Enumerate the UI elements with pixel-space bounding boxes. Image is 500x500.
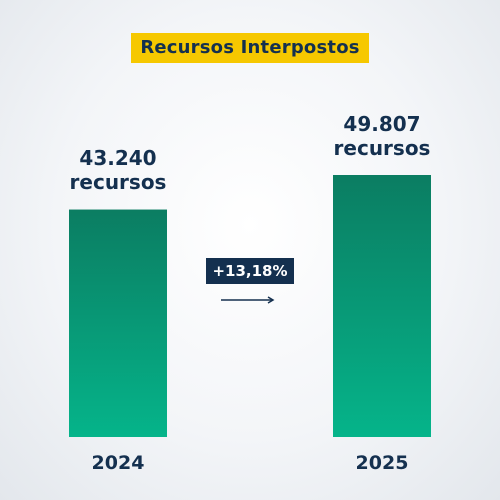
- chart-title: Recursos Interpostos: [131, 33, 369, 63]
- bar-value-number: 43.240: [79, 146, 157, 170]
- trend-arrow: [221, 296, 275, 304]
- bar-2024: [69, 209, 167, 437]
- bar-value-label-2024: 43.240 recursos: [48, 146, 188, 194]
- bar-2025: [333, 175, 431, 437]
- category-label-2024: 2024: [91, 452, 145, 474]
- bar-value-unit: recursos: [69, 170, 167, 194]
- change-badge: +13,18%: [206, 258, 294, 284]
- change-badge-wrapper: +13,18%: [200, 258, 300, 284]
- bar-value-number: 49.807: [343, 112, 421, 136]
- category-label-2025: 2025: [355, 452, 409, 474]
- title-wrapper: Recursos Interpostos: [0, 33, 500, 63]
- bar-value-label-2025: 49.807 recursos: [312, 112, 452, 160]
- bar-value-unit: recursos: [333, 136, 431, 160]
